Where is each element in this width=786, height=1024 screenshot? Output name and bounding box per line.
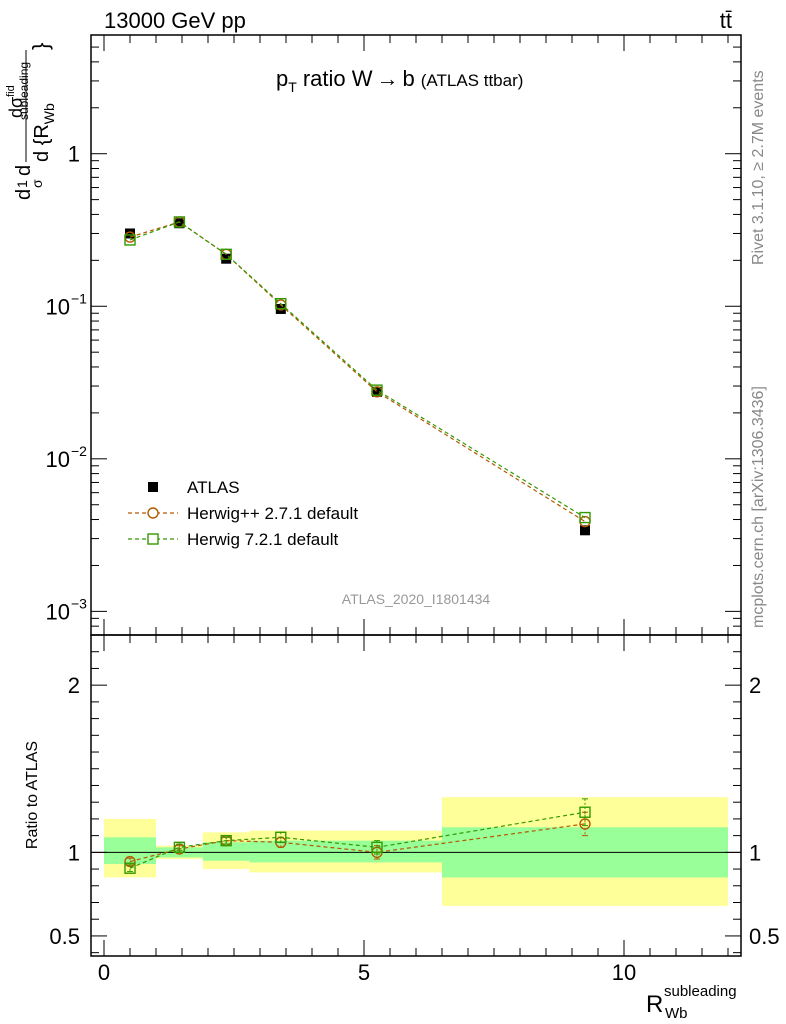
ratio-y-tick-label: 1: [68, 840, 80, 865]
main-y-tick-label: 10: [46, 447, 70, 472]
ratio-line-2: [129, 811, 586, 869]
herwig7-ratio-point: [275, 831, 287, 843]
herwigpp-point: [579, 515, 591, 528]
herwig7-point: [124, 234, 136, 246]
main-y-tick-exp: −3: [71, 595, 87, 611]
ylabel-top-sup: fid: [5, 85, 17, 97]
svg-text:dσfid: dσfid: [5, 85, 26, 118]
main-y-tick-label: 10: [46, 599, 70, 624]
legend-marker-atlas: [148, 482, 158, 492]
title-arrow: →: [377, 66, 399, 91]
svg-text:d {RWb: d {RWb: [31, 103, 57, 162]
herwig7-ratio-point: [220, 834, 232, 847]
analysis-id: ATLAS_2020_I1801434: [342, 591, 491, 607]
main-y-tick-exp: −2: [71, 443, 87, 459]
ratio-y-tick-label-right: 0.5: [749, 924, 780, 949]
herwig7-point: [579, 511, 591, 524]
ylabel-one: 1: [14, 180, 30, 188]
process-label: tt̄: [720, 8, 732, 33]
atlas-point: [125, 228, 135, 239]
main-y-label: d 1 σ d d {RWb subleading dσfid }: [5, 43, 57, 200]
atlas-point: [174, 218, 185, 229]
inner-band-bin: [249, 840, 312, 863]
title-b: b: [403, 66, 415, 91]
x-tick-label: 0: [98, 960, 110, 985]
series-line-2: [129, 221, 586, 519]
ratio-y-tick-label-right: 2: [749, 673, 761, 698]
ratio-y-tick-label-right: 1: [749, 840, 761, 865]
title-p-sub: T: [288, 79, 297, 95]
main-y-tick-label: 10: [46, 294, 70, 319]
herwig7-ratio-point: [579, 806, 591, 818]
herwig7-ratio-point: [173, 841, 186, 854]
herwig7-point: [220, 248, 232, 261]
x-tick-label: 5: [358, 960, 370, 985]
ylabel-rhs-sup: subleading: [17, 62, 31, 120]
herwig7-ratio-point: [124, 862, 136, 874]
inner-band-bin: [202, 842, 250, 861]
main-y-tick-label: 1: [68, 142, 80, 167]
ylabel-d2: d: [13, 165, 35, 176]
title-main: ratio W: [303, 66, 373, 91]
title-p: p: [276, 66, 288, 91]
ylabel-sigma: σ: [29, 179, 45, 188]
atlas-point: [580, 525, 590, 536]
main-y-axis: 110−110−210−3: [46, 34, 741, 636]
atlas-point: [372, 386, 382, 397]
plot-title: pT ratio W → b (ATLAS ttbar): [276, 66, 523, 95]
x-axis-label: R: [646, 991, 663, 1018]
legend-label: ATLAS: [187, 478, 240, 497]
ylabel-d: d: [13, 189, 35, 200]
svg-text:d: d: [13, 189, 35, 200]
legend-label: Herwig 7.2.1 default: [187, 530, 338, 549]
x-tick-label: 10: [612, 960, 636, 985]
main-series: [124, 216, 591, 536]
legend-marker-herwig7: [147, 533, 159, 545]
herwig7-point: [371, 384, 383, 396]
x-axis: 0 5 10: [98, 35, 729, 985]
ratio-series: [124, 798, 591, 874]
herwig7-ratio-point: [371, 841, 383, 854]
ylabel-close: }: [28, 43, 53, 50]
herwig7-point: [173, 216, 186, 228]
ylabel-rhs: d {R: [31, 124, 53, 162]
ratio-y-axis: 2 2 1 1 0.5 0.5: [49, 651, 780, 954]
series-line-1: [129, 221, 586, 523]
main-y-tick-exp: −1: [71, 290, 87, 306]
legend-label: Herwig++ 2.7.1 default: [187, 504, 358, 523]
mcplots-label: mcplots.cern.ch [arXiv:1306.3436]: [750, 386, 767, 628]
legend-marker-herwigpp: [147, 507, 159, 519]
ratio-y-tick-label: 0.5: [49, 924, 80, 949]
ratio-plot-frame: [90, 634, 742, 957]
x-label-sup: subleading: [664, 983, 737, 1000]
x-label-sub: Wb: [665, 1005, 688, 1022]
herwig7-point: [275, 297, 287, 310]
legend: ATLAS Herwig++ 2.7.1 default Herwig 7.2.1 …: [128, 478, 358, 549]
ylabel-rhs-sub: Wb: [41, 103, 57, 124]
ratio-y-tick-label: 2: [68, 673, 80, 698]
rivet-label: Rivet 3.1.10, ≥ 2.7M events: [750, 70, 767, 265]
ratio-y-label: Ratio to ATLAS: [24, 741, 41, 849]
x-label-r: R: [646, 991, 663, 1018]
title-sub: (ATLAS ttbar): [421, 71, 524, 90]
ylabel-top: dσ: [6, 97, 26, 118]
energy-label: 13000 GeV pp: [104, 8, 246, 33]
